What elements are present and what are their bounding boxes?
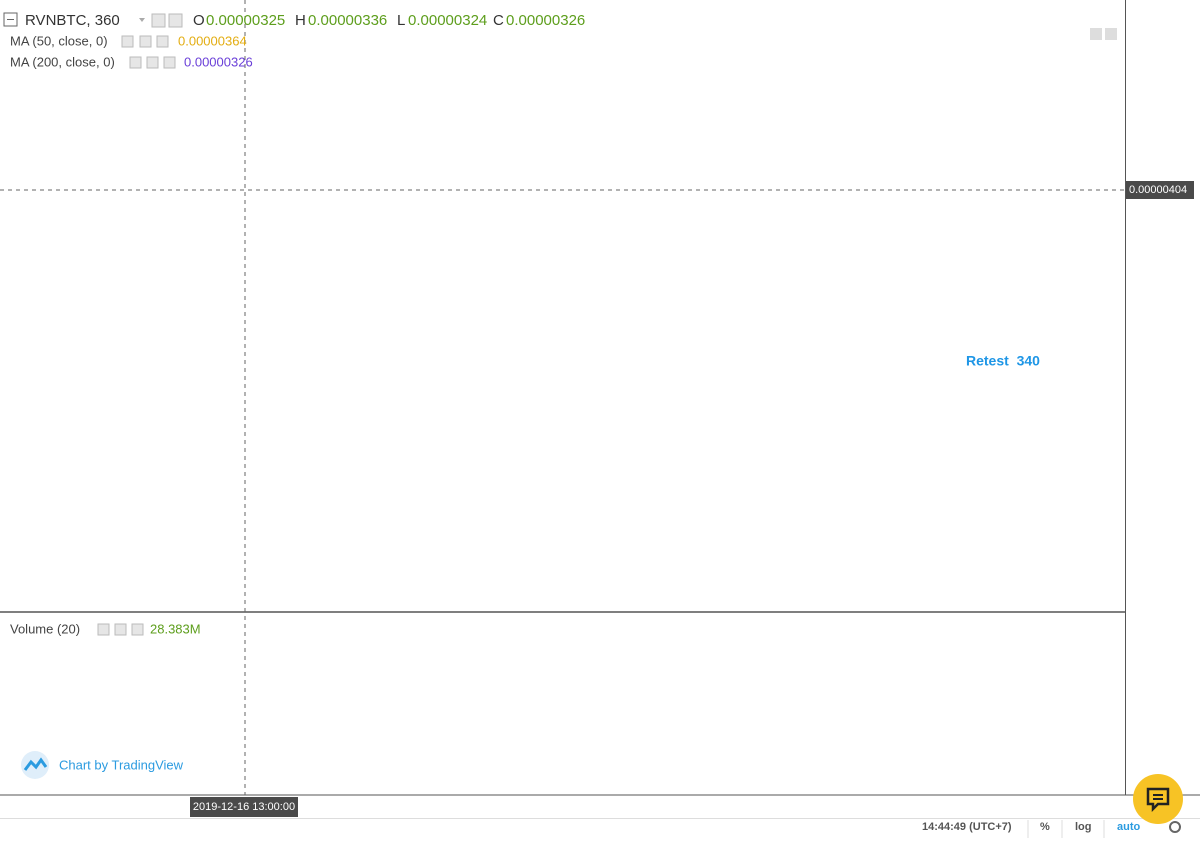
- volume-buttons[interactable]: [131, 623, 144, 636]
- ma200-value: 0.00000326: [184, 54, 253, 69]
- open-value: 0.00000325: [206, 12, 285, 29]
- clock: 14:44:49 (UTC+7): [922, 821, 1012, 833]
- watermark-logo-mark: [23, 757, 48, 771]
- crosshair-price-label: 0.00000404: [1129, 184, 1187, 196]
- ma200-buttons[interactable]: [146, 56, 159, 69]
- open-label: O: [193, 12, 205, 29]
- volume-legend: Volume (20): [10, 621, 80, 636]
- chat-icon: [1146, 787, 1170, 813]
- close-label: C: [493, 12, 504, 29]
- volume-buttons[interactable]: [97, 623, 110, 636]
- watermark[interactable]: Chart by TradingView: [59, 757, 184, 772]
- ma50-buttons[interactable]: [139, 35, 152, 48]
- symbol: RVNBTC, 360: [25, 12, 120, 29]
- ma50-buttons[interactable]: [156, 35, 169, 48]
- crosshair-time-label: 2019-12-16 13:00:00: [193, 801, 295, 813]
- settings-button[interactable]: [151, 13, 166, 28]
- ma200-buttons[interactable]: [129, 56, 142, 69]
- low-value: 0.00000324: [408, 12, 487, 29]
- close-value: 0.00000326: [506, 12, 585, 29]
- high-value: 0.00000336: [308, 12, 387, 29]
- ma200-legend: MA (200, close, 0): [10, 54, 115, 69]
- percent-button[interactable]: %: [1040, 821, 1050, 833]
- retest-annotation: Retest 340: [966, 353, 1040, 369]
- ma50-value: 0.00000364: [178, 33, 247, 48]
- low-label: L: [397, 12, 405, 29]
- volume-buttons[interactable]: [114, 623, 127, 636]
- volume-value: 28.383M: [150, 621, 201, 636]
- watermark-box: [4, 748, 194, 782]
- ma200-buttons[interactable]: [163, 56, 176, 69]
- high-label: H: [295, 12, 306, 29]
- crosshair-price-box: [1126, 181, 1194, 199]
- ma50-legend: MA (50, close, 0): [10, 33, 108, 48]
- settings-gear[interactable]: [1169, 821, 1181, 833]
- hide-button[interactable]: [168, 13, 183, 28]
- log-button[interactable]: log: [1075, 821, 1092, 833]
- dropdown-icon[interactable]: [139, 18, 145, 22]
- crosshair-time-box: [190, 797, 298, 817]
- collapse-icon[interactable]: [3, 12, 18, 27]
- scale-button[interactable]: [1105, 28, 1117, 40]
- ma50-buttons[interactable]: [121, 35, 134, 48]
- bottom-toolbar: [0, 818, 1200, 841]
- auto-button[interactable]: auto: [1117, 821, 1141, 833]
- scale-button[interactable]: [1090, 28, 1102, 40]
